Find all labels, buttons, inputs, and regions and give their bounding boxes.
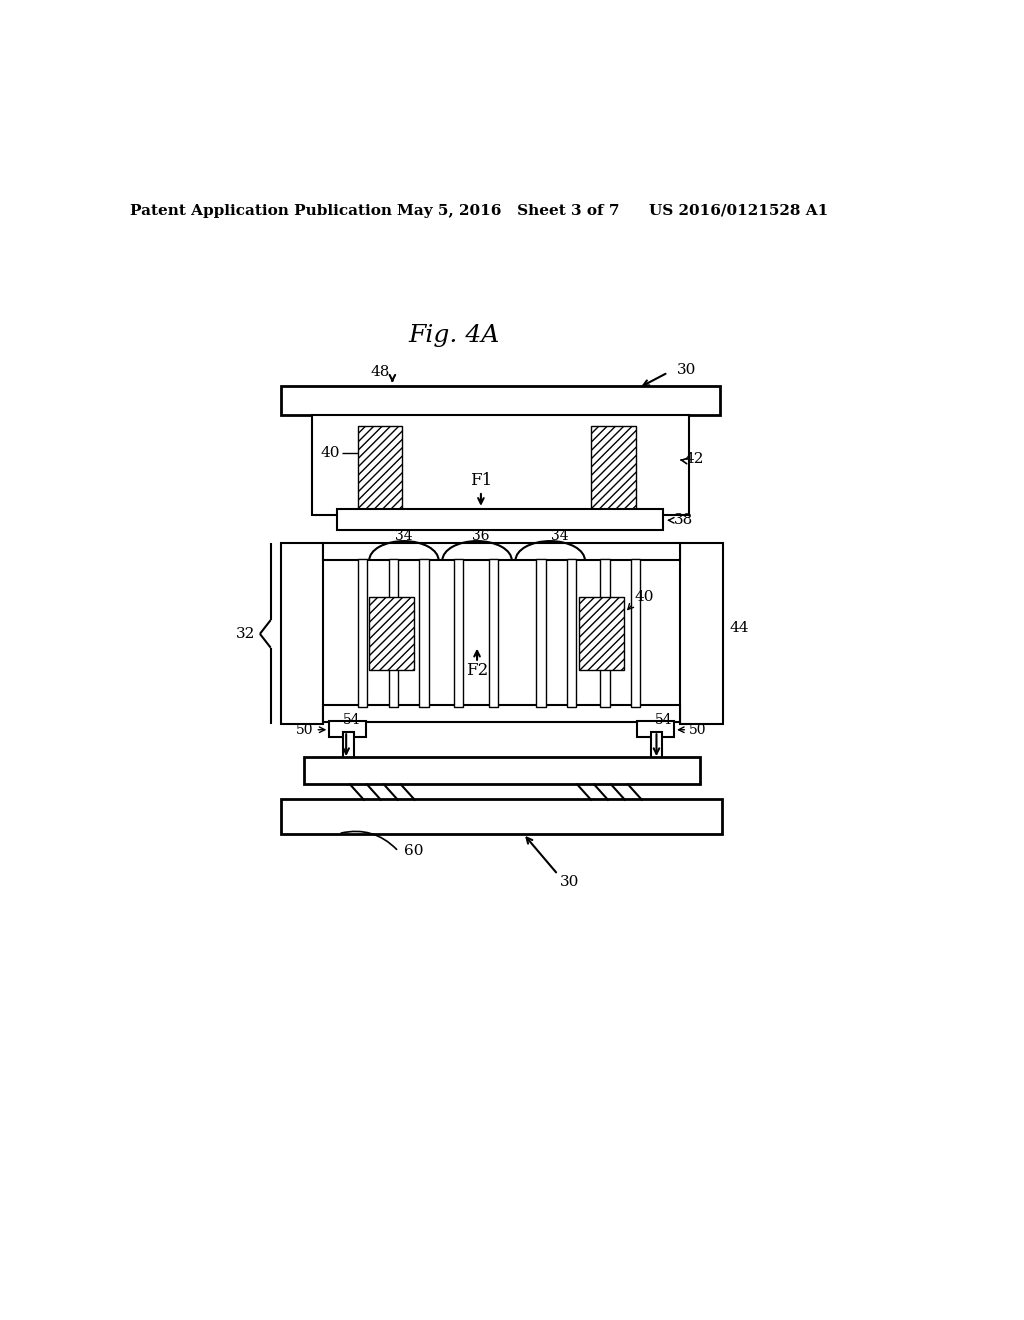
Text: 30: 30 <box>677 363 696 378</box>
Text: 30: 30 <box>560 875 580 890</box>
Text: 54: 54 <box>343 714 360 727</box>
Text: 54: 54 <box>655 714 673 727</box>
Text: 48: 48 <box>371 366 390 379</box>
Bar <box>357 426 402 511</box>
Text: US 2016/0121528 A1: US 2016/0121528 A1 <box>649 203 828 218</box>
Text: 34: 34 <box>551 529 569 543</box>
Text: May 5, 2016   Sheet 3 of 7: May 5, 2016 Sheet 3 of 7 <box>396 203 620 218</box>
Bar <box>651 733 662 759</box>
Bar <box>370 597 414 671</box>
Text: 40: 40 <box>635 590 654 605</box>
Bar <box>591 426 636 511</box>
Text: 32: 32 <box>237 627 256 642</box>
Bar <box>631 558 640 706</box>
Bar <box>537 558 546 706</box>
Bar <box>567 558 577 706</box>
Bar <box>311 414 689 515</box>
Text: 36: 36 <box>472 529 489 543</box>
Bar <box>281 544 323 725</box>
Bar <box>281 385 720 414</box>
Text: F2: F2 <box>466 661 488 678</box>
Bar <box>419 558 429 706</box>
Text: 60: 60 <box>403 845 423 858</box>
Text: 50: 50 <box>296 723 313 737</box>
Bar <box>454 558 463 706</box>
Text: 34: 34 <box>395 529 413 543</box>
Bar <box>304 758 699 784</box>
FancyArrowPatch shape <box>341 832 396 849</box>
Bar <box>600 558 609 706</box>
Bar <box>323 544 680 561</box>
Text: Fig. 4A: Fig. 4A <box>409 323 500 347</box>
Bar <box>281 799 722 834</box>
Bar <box>330 721 367 738</box>
Bar <box>357 558 367 706</box>
Text: 50: 50 <box>689 723 707 737</box>
Text: F1: F1 <box>470 471 493 488</box>
Bar <box>388 558 397 706</box>
Text: 38: 38 <box>674 513 693 527</box>
Bar <box>323 705 680 722</box>
Bar <box>343 733 354 759</box>
Bar <box>637 721 674 738</box>
Text: 40: 40 <box>321 446 340 459</box>
Bar <box>680 544 723 725</box>
Bar <box>580 597 625 671</box>
Text: 44: 44 <box>730 622 750 635</box>
Text: Patent Application Publication: Patent Application Publication <box>130 203 392 218</box>
Text: 42: 42 <box>685 451 705 466</box>
Bar <box>488 558 498 706</box>
Bar <box>337 508 664 531</box>
